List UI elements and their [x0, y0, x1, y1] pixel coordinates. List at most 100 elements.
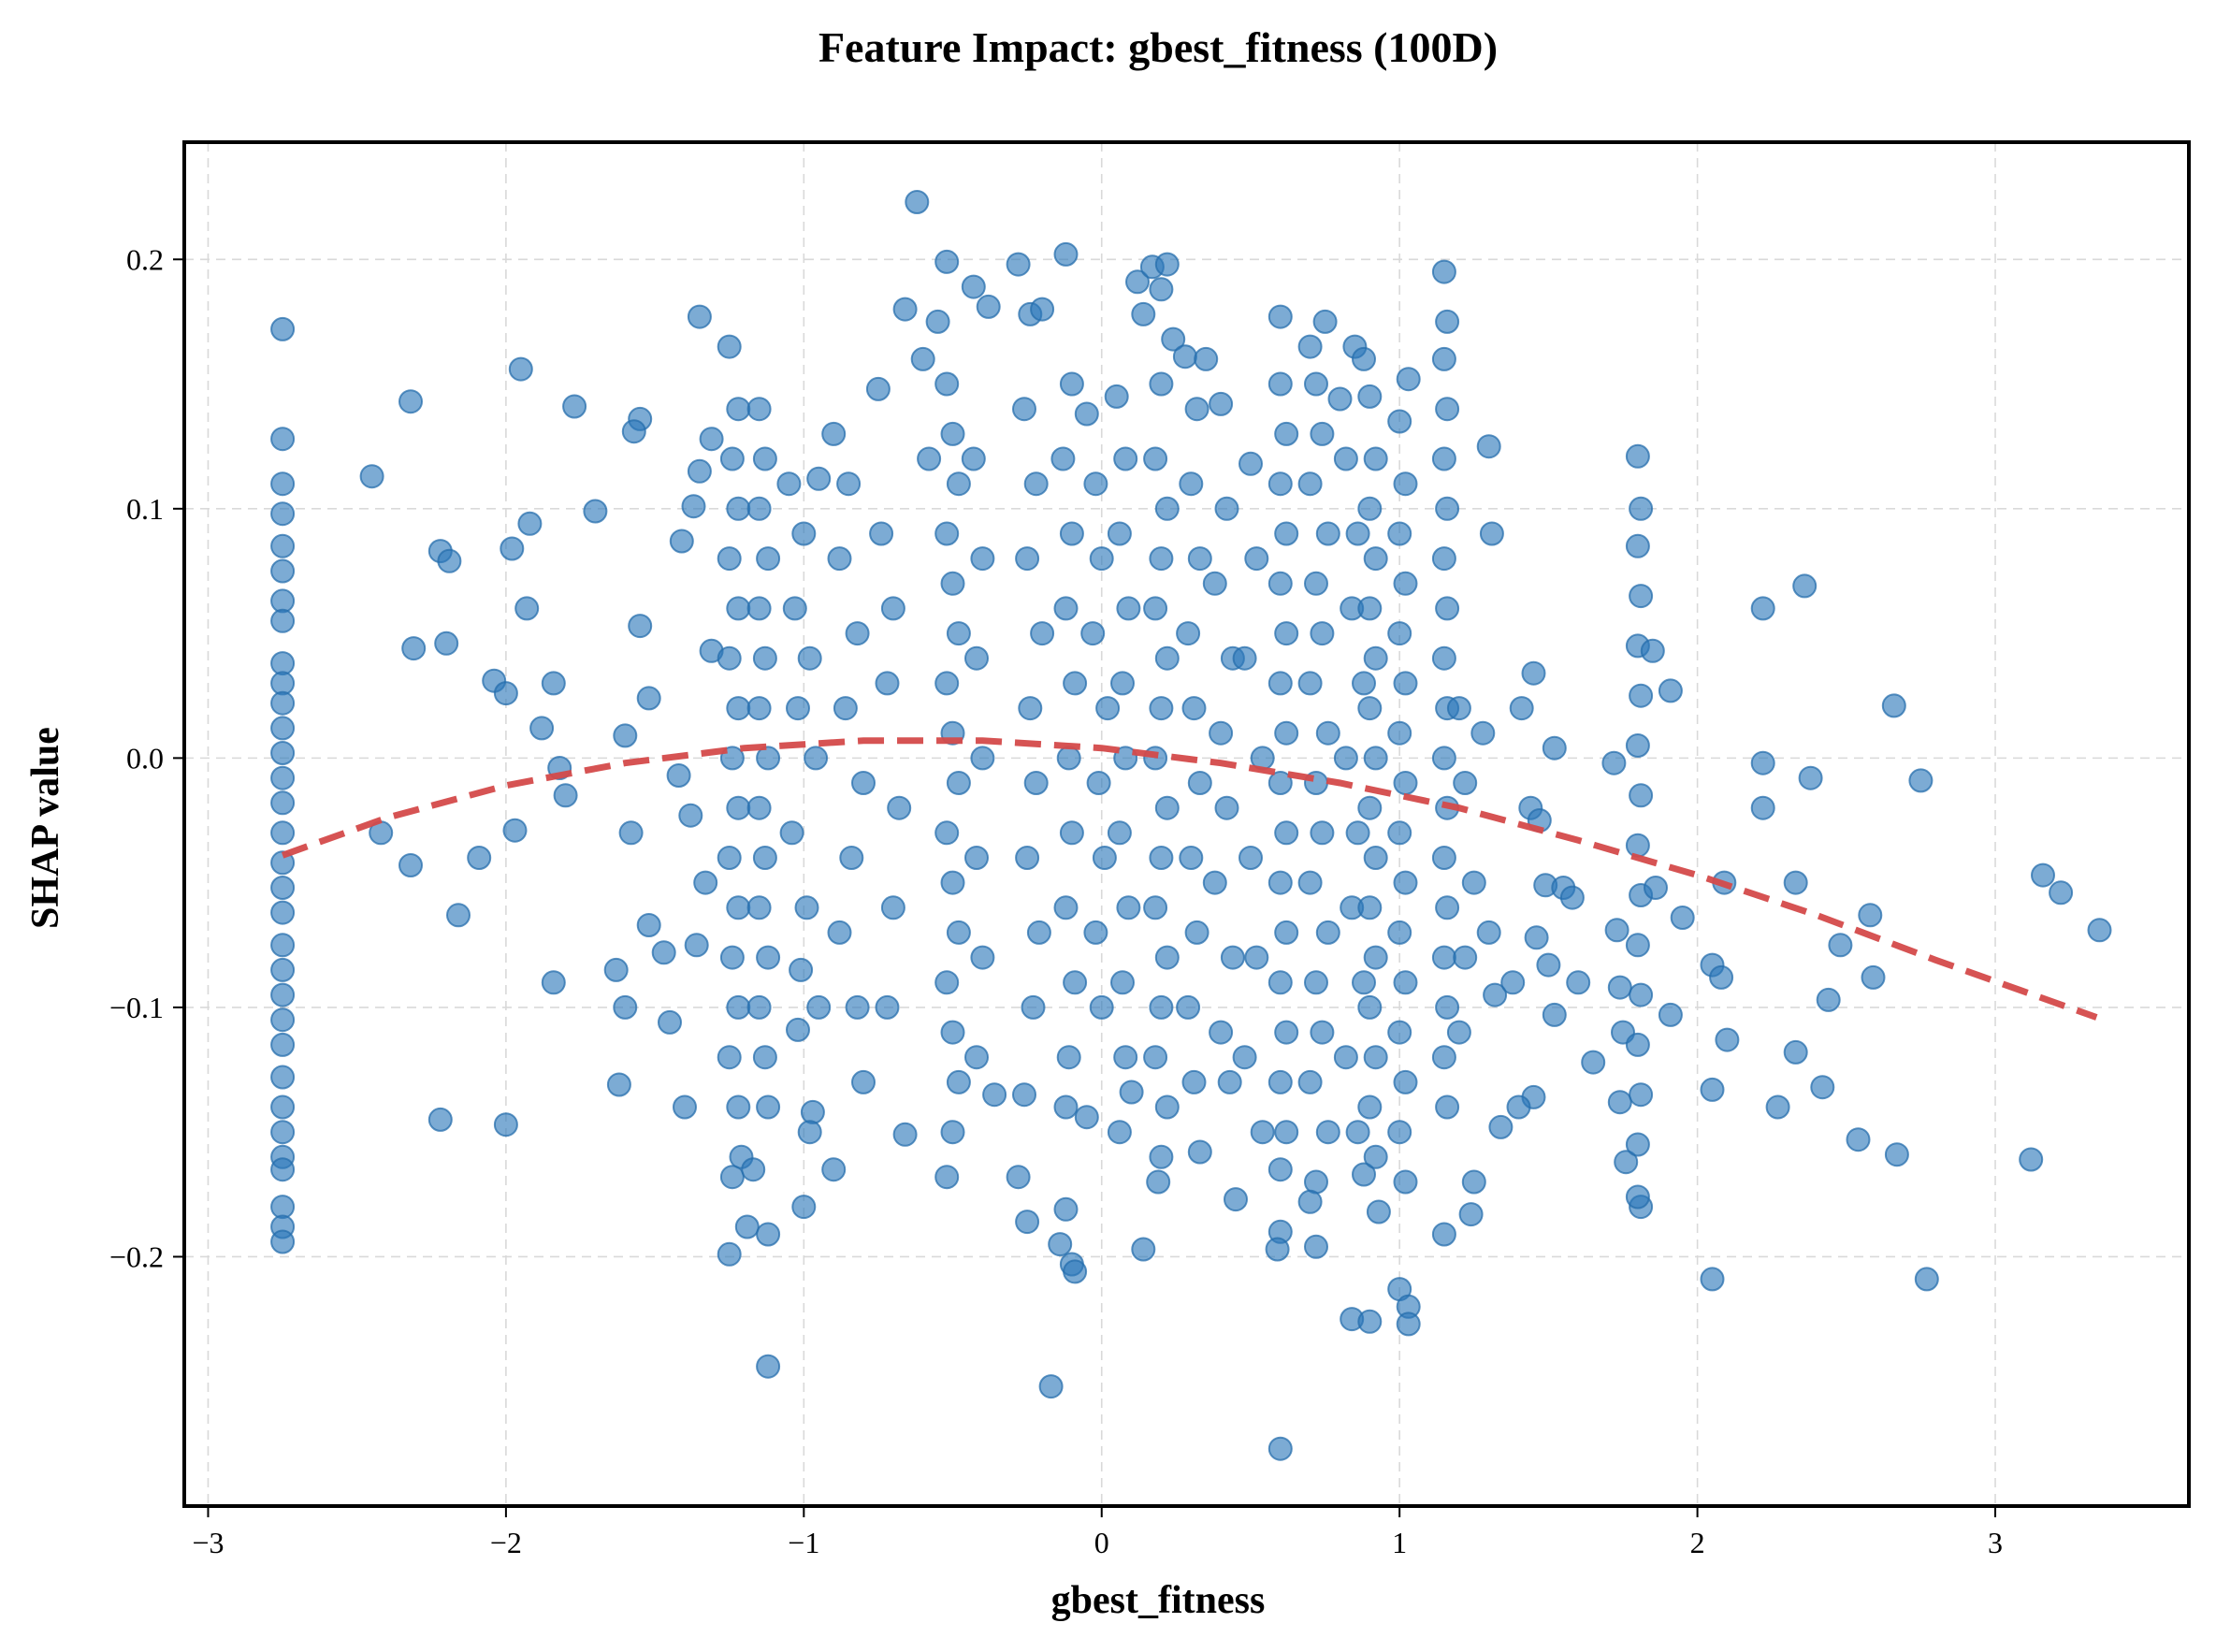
scatter-points — [270, 190, 2112, 1461]
data-point — [398, 389, 423, 414]
data-point — [270, 790, 296, 816]
data-point — [693, 870, 718, 895]
data-point — [446, 903, 471, 928]
data-point — [1012, 397, 1036, 422]
data-point — [1209, 391, 1234, 416]
data-point — [1387, 1020, 1412, 1045]
data-point — [1542, 1002, 1567, 1027]
data-point — [1750, 795, 1775, 820]
data-point — [1315, 521, 1340, 546]
data-point — [1220, 945, 1245, 970]
data-point — [1104, 384, 1129, 409]
data-point — [934, 970, 960, 995]
data-point — [1131, 1237, 1156, 1262]
data-point — [606, 1072, 631, 1097]
data-point — [756, 746, 781, 771]
data-point — [1265, 1237, 1290, 1262]
data-point — [752, 846, 777, 870]
data-point — [1640, 638, 1665, 663]
data-point — [1446, 696, 1471, 721]
data-point — [500, 536, 525, 561]
data-point — [961, 446, 986, 471]
data-point — [270, 982, 296, 1007]
data-point — [1056, 746, 1081, 771]
data-point — [827, 920, 852, 945]
data-point — [1214, 795, 1239, 820]
data-point — [1059, 521, 1084, 546]
data-point — [1810, 1075, 1835, 1100]
data-point — [1461, 1169, 1486, 1195]
data-point — [1435, 309, 1460, 334]
data-point — [1181, 1069, 1207, 1094]
data-point — [786, 696, 810, 721]
data-point — [1053, 1094, 1079, 1120]
data-point — [1387, 409, 1412, 434]
data-point — [1015, 846, 1040, 870]
data-point — [687, 458, 712, 484]
data-point — [940, 870, 965, 895]
data-point — [1154, 795, 1180, 820]
data-point — [1435, 397, 1460, 422]
data-point — [1506, 1094, 1531, 1120]
data-point — [905, 190, 930, 214]
data-point — [1765, 1094, 1790, 1120]
x-tick-label: −1 — [788, 1526, 819, 1559]
data-point — [1387, 621, 1412, 646]
data-point — [1393, 1169, 1418, 1195]
data-point — [1267, 1157, 1293, 1182]
data-point — [1015, 546, 1040, 572]
data-point — [1267, 471, 1293, 497]
data-point — [756, 1354, 781, 1379]
data-point — [789, 957, 814, 982]
data-point — [1333, 1045, 1358, 1070]
data-point — [875, 994, 900, 1020]
data-point — [687, 304, 712, 329]
data-point — [1187, 546, 1212, 572]
data-point — [1387, 920, 1412, 945]
data-point — [1107, 820, 1132, 846]
trend-line — [281, 737, 2098, 1021]
data-point — [845, 994, 870, 1020]
data-point — [270, 957, 296, 982]
data-point — [1625, 1184, 1650, 1210]
data-point — [1202, 571, 1227, 596]
data-point — [1393, 870, 1418, 895]
data-point — [1352, 1162, 1376, 1187]
data-point — [270, 900, 296, 925]
data-point — [1297, 334, 1323, 359]
data-point — [1387, 521, 1412, 546]
data-point — [1143, 895, 1168, 920]
data-point — [964, 846, 989, 870]
data-point — [917, 446, 942, 471]
data-point — [583, 499, 608, 524]
data-point — [746, 696, 772, 721]
data-point — [1431, 546, 1456, 572]
data-point — [964, 1045, 989, 1070]
data-point — [270, 316, 296, 341]
data-point — [1181, 696, 1207, 721]
data-point — [1048, 1232, 1073, 1257]
data-point — [1607, 1090, 1632, 1115]
data-point — [270, 533, 296, 558]
data-point — [1363, 1045, 1388, 1070]
y-tick-label: −0.2 — [109, 1239, 164, 1273]
data-point — [1470, 720, 1496, 746]
data-point — [756, 945, 781, 970]
data-point — [782, 596, 807, 621]
data-point — [1238, 451, 1263, 476]
data-point — [684, 933, 709, 958]
data-point — [1030, 297, 1055, 322]
data-point — [1488, 1114, 1514, 1139]
data-point — [1172, 344, 1197, 370]
data-point — [1500, 970, 1526, 995]
data-point — [1312, 309, 1338, 334]
data-point — [934, 1165, 960, 1190]
data-point — [821, 1157, 847, 1182]
data-point — [621, 419, 646, 444]
data-point — [270, 427, 296, 452]
data-point — [1149, 696, 1174, 721]
data-point — [1750, 596, 1775, 621]
x-tick-label: 3 — [1988, 1526, 2003, 1559]
data-point — [1125, 269, 1150, 295]
data-point — [270, 820, 296, 846]
